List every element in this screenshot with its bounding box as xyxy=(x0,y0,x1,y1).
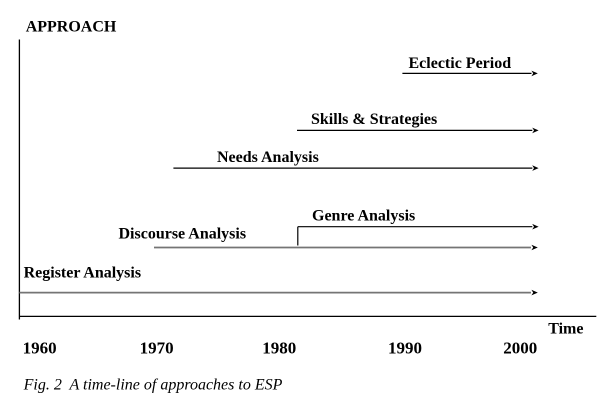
svg-text:1980: 1980 xyxy=(262,338,296,357)
svg-text:Register Analysis: Register Analysis xyxy=(24,265,141,282)
svg-text:APPROACH: APPROACH xyxy=(26,18,117,35)
svg-text:Time: Time xyxy=(548,320,583,337)
svg-text:Fig. 2 A time-line of approac: Fig. 2 A time-line of approaches to ESP xyxy=(23,376,283,393)
svg-text:Needs Analysis: Needs Analysis xyxy=(217,149,319,166)
svg-text:1990: 1990 xyxy=(388,338,422,357)
svg-text:Genre Analysis: Genre Analysis xyxy=(312,207,415,224)
svg-text:Discourse Analysis: Discourse Analysis xyxy=(119,226,247,243)
svg-text:Eclectic Period: Eclectic Period xyxy=(409,55,512,72)
svg-text:1960: 1960 xyxy=(23,338,57,357)
svg-text:Skills & Strategies: Skills & Strategies xyxy=(311,111,437,128)
svg-text:1970: 1970 xyxy=(140,338,174,357)
svg-text:2000: 2000 xyxy=(503,338,537,357)
